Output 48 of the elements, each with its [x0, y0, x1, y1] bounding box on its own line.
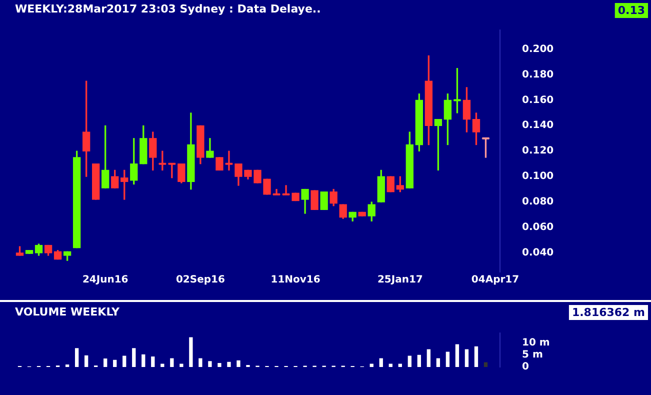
x-tick-label: 25Jan17 — [377, 274, 423, 286]
chart-title: VOLUME WEEKLY — [15, 305, 120, 318]
bar — [236, 360, 240, 367]
bar — [484, 362, 488, 367]
bar — [455, 344, 460, 367]
bar — [474, 346, 478, 367]
bar — [408, 356, 412, 367]
text: 0.13 — [618, 4, 645, 17]
y-tick-label: 0.080 — [522, 196, 554, 208]
bar — [113, 360, 117, 367]
bar — [218, 363, 222, 367]
bar — [198, 358, 202, 367]
bar — [142, 354, 146, 367]
bar — [74, 348, 79, 367]
y-tick-label: 0.200 — [522, 44, 554, 55]
y-tick-label: 0.100 — [522, 171, 554, 182]
y-tick-label: 5 m — [522, 350, 543, 361]
bar — [446, 352, 450, 367]
bar — [84, 355, 88, 367]
x-tick-label: 04Apr17 — [471, 274, 520, 286]
bar — [379, 358, 383, 367]
y-tick-label: 0.160 — [522, 94, 554, 106]
bar — [189, 337, 193, 367]
y-tick-label: 0 — [522, 362, 529, 373]
bar — [208, 361, 212, 367]
bar — [132, 348, 136, 367]
bar — [104, 358, 108, 367]
y-tick-label: 0.180 — [522, 69, 554, 80]
bar — [65, 364, 70, 367]
y-tick-label: 0.040 — [522, 248, 554, 259]
bar — [426, 349, 431, 367]
y-tick-label: 0.120 — [522, 146, 554, 157]
x-tick-label: 24Jun16 — [82, 274, 128, 286]
chart-title: WEEKLY:28Mar2017 23:03 Sydney : Data Delaye.. — [15, 2, 321, 16]
bar — [151, 356, 155, 367]
bar — [170, 358, 174, 367]
x-tick-label: 02Sep16 — [176, 274, 225, 286]
text: 1.816362 m — [572, 306, 645, 319]
y-tick-label: 0.060 — [522, 222, 554, 234]
y-tick-label: 10 m — [522, 337, 550, 348]
x-tick-label: 11Nov16 — [270, 274, 320, 286]
bar — [417, 354, 421, 367]
y-tick-label: 0.140 — [522, 120, 554, 132]
bar — [122, 356, 126, 367]
bar — [436, 358, 440, 367]
bar — [464, 349, 469, 367]
bar — [227, 362, 231, 367]
bar — [180, 364, 184, 367]
